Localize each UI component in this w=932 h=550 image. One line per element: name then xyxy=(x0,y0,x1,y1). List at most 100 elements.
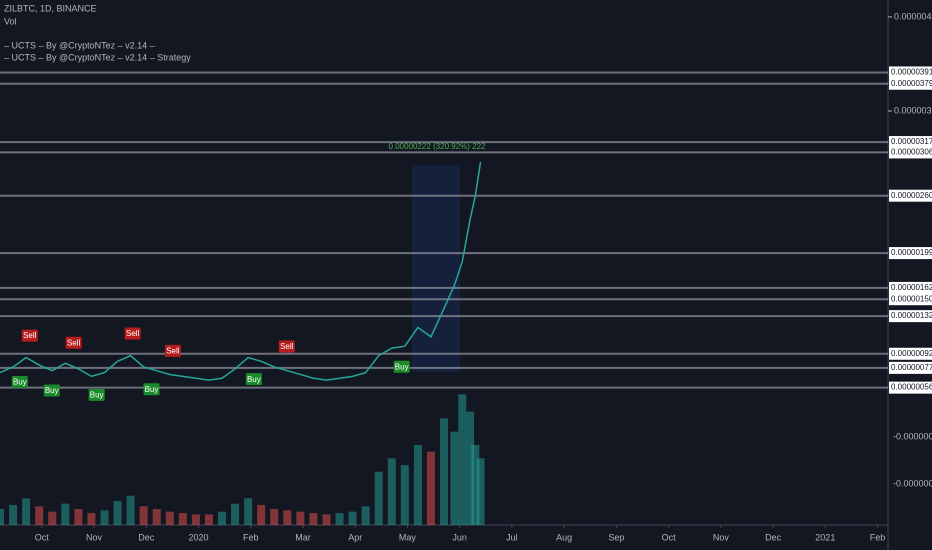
volume-bar xyxy=(22,498,31,525)
volume-bar xyxy=(450,431,459,525)
x-tick-label: Oct xyxy=(662,532,677,542)
volume-bar xyxy=(218,511,226,525)
x-tick-label: 2020 xyxy=(188,532,208,542)
indicator-label: – UCTS – By @CryptoNTez – v2.14 – xyxy=(4,40,155,50)
level-label: 0.00000391 xyxy=(891,68,932,77)
volume-label: Vol xyxy=(4,16,17,26)
volume-bar xyxy=(244,498,253,525)
x-tick-label: Aug xyxy=(556,532,572,542)
indicator-axis-label: -0.0000000 xyxy=(893,431,932,441)
signal-label: Buy xyxy=(90,390,104,399)
buy-signal xyxy=(11,376,28,389)
indicator-axis-label: -0.00000050 xyxy=(893,478,932,488)
volume-bar xyxy=(152,509,161,525)
buy-signal xyxy=(393,360,410,373)
volume-bar xyxy=(476,458,485,525)
volume-bar xyxy=(257,505,266,525)
level-label-box xyxy=(889,146,932,159)
x-tick-label: Oct xyxy=(35,532,50,542)
level-label: 0.00000056 xyxy=(891,383,932,392)
volume-bar xyxy=(35,506,44,525)
volume-bar xyxy=(87,513,96,525)
volume-bar xyxy=(165,511,174,525)
level-label-box xyxy=(889,281,932,294)
volume-bar xyxy=(113,501,122,525)
level-label-box xyxy=(889,381,932,394)
volume-bar xyxy=(426,451,435,525)
volume-bar xyxy=(231,503,240,525)
level-label: 0.00000132 xyxy=(891,311,932,320)
sell-signal xyxy=(21,329,38,342)
x-tick-label: Jul xyxy=(506,532,518,542)
sell-signal xyxy=(124,327,141,340)
volume-bar xyxy=(9,505,18,525)
volume-bar xyxy=(309,513,318,525)
signal-label: Buy xyxy=(395,362,409,371)
measure-box xyxy=(412,165,460,372)
volume-bar xyxy=(440,418,448,525)
volume-bar xyxy=(471,445,480,525)
buy-signal xyxy=(88,388,105,401)
signal-label: Buy xyxy=(45,386,59,395)
volume-bar xyxy=(348,511,357,525)
sell-signal xyxy=(278,340,295,353)
volume-bar xyxy=(0,509,4,525)
level-label: 0.00000150 xyxy=(891,294,932,303)
volume-bar xyxy=(283,510,292,525)
buy-signal xyxy=(43,384,60,397)
x-tick-label: Mar xyxy=(295,532,311,542)
x-tick-label: Apr xyxy=(348,532,362,542)
y-tick-label: 0.00000450 xyxy=(894,11,932,21)
level-label: 0.00000379 xyxy=(891,79,932,88)
volume-bar xyxy=(126,495,135,525)
volume-bar xyxy=(100,510,109,525)
chart-title: ZILBTC, 1D, BINANCE xyxy=(4,3,97,13)
y-tick-label: 0.00000350 xyxy=(894,105,932,115)
x-tick-label: Nov xyxy=(86,532,103,542)
volume-bar xyxy=(204,514,213,525)
buy-signal xyxy=(143,383,160,396)
x-tick-label: 2021 xyxy=(815,532,835,542)
volume-bar xyxy=(466,411,475,525)
volume-bar xyxy=(61,503,70,525)
volume-bar xyxy=(413,445,422,525)
volume-bar xyxy=(387,458,396,525)
signal-label: Buy xyxy=(13,378,27,387)
signal-label: Buy xyxy=(145,385,159,394)
level-label-box xyxy=(889,347,932,360)
volume-bar xyxy=(296,511,305,525)
price-line xyxy=(0,161,482,381)
x-tick-label: Dec xyxy=(138,532,155,542)
volume-bar xyxy=(178,513,187,525)
volume-bar xyxy=(270,509,279,525)
buy-signal xyxy=(245,373,262,386)
level-label: 0.00000260 xyxy=(891,191,932,200)
level-label-box xyxy=(889,189,932,202)
signal-label: Sell xyxy=(67,338,81,347)
x-tick-label: Dec xyxy=(765,532,782,542)
volume-bar xyxy=(322,514,331,525)
measure-label: 0.00000222 (320.92%) 222 xyxy=(389,142,487,151)
level-label: 0.00000306 xyxy=(891,148,932,157)
level-label-box xyxy=(889,77,932,90)
level-label-box xyxy=(889,361,932,374)
signal-label: Sell xyxy=(126,329,140,338)
volume-bar xyxy=(191,514,200,525)
signal-label: Sell xyxy=(166,347,180,356)
indicator-label: – UCTS – By @CryptoNTez – v2.14 – Strate… xyxy=(4,52,191,62)
signal-label: Sell xyxy=(23,331,37,340)
volume-bar xyxy=(374,471,383,525)
level-label-box xyxy=(889,136,932,149)
signal-label: Sell xyxy=(280,342,294,351)
volume-bar xyxy=(458,394,467,525)
volume-bar xyxy=(361,506,370,525)
sell-signal xyxy=(164,344,181,357)
volume-bar xyxy=(400,465,409,525)
signal-label: Buy xyxy=(247,375,261,384)
x-tick-label: May xyxy=(399,532,417,542)
level-label-box xyxy=(889,247,932,260)
x-tick-label: Sep xyxy=(608,532,624,542)
level-label-box xyxy=(889,310,932,323)
